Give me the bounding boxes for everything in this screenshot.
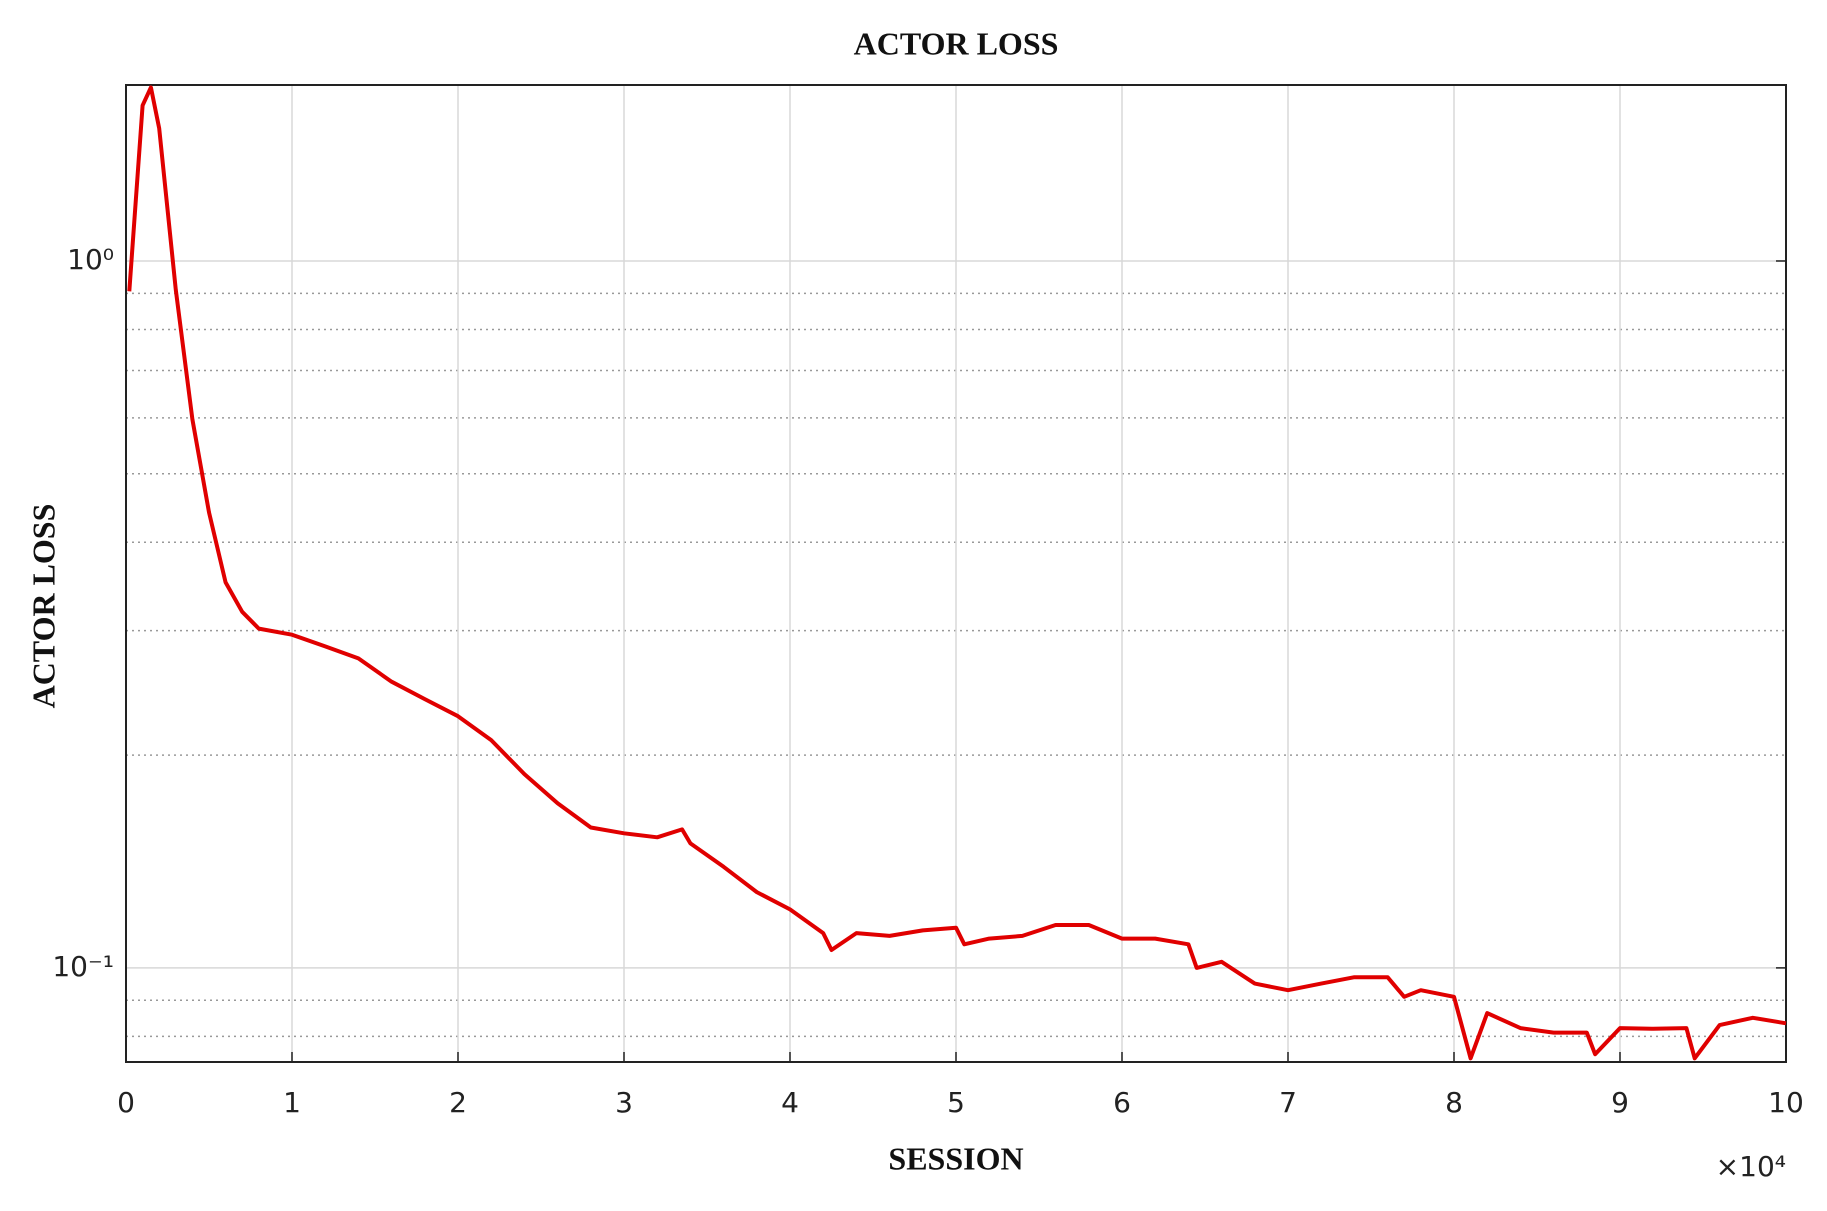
x-tick-label: 9 (1611, 1086, 1629, 1119)
y-axis-label: ACTOR LOSS (25, 504, 61, 709)
x-tick-label: 4 (781, 1086, 799, 1119)
x-tick-label: 7 (1279, 1086, 1297, 1119)
plot-frame (125, 84, 1787, 1063)
loss-line (127, 85, 1787, 1061)
y-tick-label: 10⁻¹ (52, 950, 114, 983)
x-multiplier: ×10⁴ (1716, 1150, 1786, 1183)
x-tick-label: 5 (947, 1086, 965, 1119)
x-tick-label: 8 (1445, 1086, 1463, 1119)
chart-title: ACTOR LOSS (854, 25, 1059, 61)
x-tick-label: 0 (117, 1086, 135, 1119)
y-tick-label: 10⁰ (67, 243, 114, 276)
x-tick-label: 1 (283, 1086, 301, 1119)
x-tick-label: 3 (615, 1086, 633, 1119)
x-axis-label: SESSION (888, 1140, 1023, 1176)
x-tick-label: 10 (1768, 1086, 1804, 1119)
x-tick-label: 6 (1113, 1086, 1131, 1119)
x-tick-label: 2 (449, 1086, 467, 1119)
